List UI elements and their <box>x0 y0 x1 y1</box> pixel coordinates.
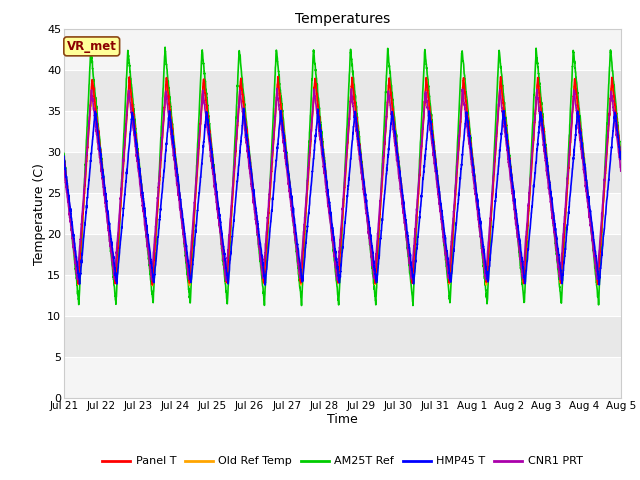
HMP45 T <box>352 113 360 119</box>
Panel T <box>303 183 311 189</box>
AM25T Ref <box>161 44 169 50</box>
Panel T <box>418 138 426 144</box>
Panel T <box>131 124 139 130</box>
HMP45 T <box>617 156 625 162</box>
CNR1 PRT <box>131 139 139 144</box>
AM25T Ref <box>303 177 311 182</box>
CNR1 PRT <box>273 85 281 91</box>
Bar <box>64 316 621 357</box>
CNR1 PRT <box>308 114 316 120</box>
Title: Temperatures: Temperatures <box>295 12 390 26</box>
HMP45 T <box>418 189 426 195</box>
Bar <box>64 357 621 398</box>
Bar <box>64 29 621 70</box>
Panel T <box>352 106 360 112</box>
Line: AM25T Ref: AM25T Ref <box>64 47 621 306</box>
AM25T Ref <box>60 151 68 156</box>
HMP45 T <box>240 106 248 111</box>
Panel T <box>617 156 625 162</box>
CNR1 PRT <box>443 258 451 264</box>
Old Ref Temp <box>443 254 451 260</box>
Bar <box>64 111 621 152</box>
AM25T Ref <box>617 153 625 158</box>
Line: CNR1 PRT: CNR1 PRT <box>64 88 621 281</box>
CNR1 PRT <box>352 123 360 129</box>
Panel T <box>308 112 316 118</box>
Panel T <box>60 154 68 160</box>
Old Ref Temp <box>303 186 311 192</box>
Legend: Panel T, Old Ref Temp, AM25T Ref, HMP45 T, CNR1 PRT: Panel T, Old Ref Temp, AM25T Ref, HMP45 … <box>98 452 587 471</box>
Line: Panel T: Panel T <box>64 77 621 285</box>
Bar <box>64 70 621 111</box>
Old Ref Temp <box>148 283 156 288</box>
Panel T <box>148 282 156 288</box>
CNR1 PRT <box>418 134 426 140</box>
Old Ref Temp <box>352 108 360 114</box>
Old Ref Temp <box>617 156 625 161</box>
Old Ref Temp <box>422 77 430 83</box>
Bar <box>64 152 621 193</box>
AM25T Ref <box>418 108 426 114</box>
CNR1 PRT <box>617 168 625 174</box>
Old Ref Temp <box>418 144 426 149</box>
Panel T <box>274 74 282 80</box>
Bar <box>64 275 621 316</box>
HMP45 T <box>303 224 311 230</box>
Old Ref Temp <box>308 117 316 123</box>
X-axis label: Time: Time <box>327 413 358 426</box>
HMP45 T <box>60 153 68 159</box>
Bar <box>64 234 621 275</box>
HMP45 T <box>261 282 269 288</box>
AM25T Ref <box>131 116 139 122</box>
Old Ref Temp <box>131 128 139 133</box>
Panel T <box>443 255 451 261</box>
Text: VR_met: VR_met <box>67 40 116 53</box>
Y-axis label: Temperature (C): Temperature (C) <box>33 163 45 264</box>
Bar <box>64 193 621 234</box>
AM25T Ref <box>352 99 360 105</box>
AM25T Ref <box>308 77 316 83</box>
AM25T Ref <box>409 303 417 309</box>
Old Ref Temp <box>60 158 68 164</box>
CNR1 PRT <box>60 165 68 171</box>
CNR1 PRT <box>222 278 230 284</box>
HMP45 T <box>131 129 139 134</box>
AM25T Ref <box>443 263 451 269</box>
Line: Old Ref Temp: Old Ref Temp <box>64 80 621 286</box>
CNR1 PRT <box>303 178 311 184</box>
HMP45 T <box>308 168 316 174</box>
HMP45 T <box>443 247 451 253</box>
Line: HMP45 T: HMP45 T <box>64 108 621 285</box>
